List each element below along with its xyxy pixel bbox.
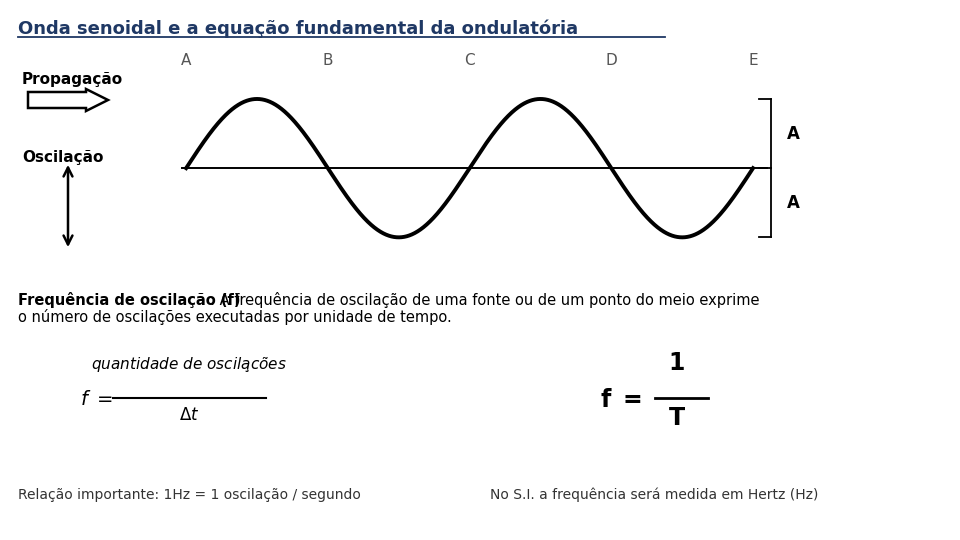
- Text: Oscilação: Oscilação: [22, 150, 104, 165]
- Text: D: D: [606, 53, 617, 68]
- Text: : A frequência de oscilação de uma fonte ou de um ponto do meio exprime: : A frequência de oscilação de uma fonte…: [210, 292, 759, 308]
- Text: Propagação: Propagação: [22, 72, 123, 87]
- Text: Onda senoidal e a equação fundamental da ondulatória: Onda senoidal e a equação fundamental da…: [18, 20, 578, 38]
- Text: o número de oscilações executadas por unidade de tempo.: o número de oscilações executadas por un…: [18, 309, 452, 325]
- Text: C: C: [465, 53, 475, 68]
- Text: A: A: [787, 125, 800, 143]
- Text: $\mathit{quantidade\ de\ oscila\mathit{\c{c}}\~{o}es}$: $\mathit{quantidade\ de\ oscila\mathit{\…: [91, 355, 287, 375]
- FancyArrow shape: [28, 89, 108, 111]
- Text: No S.I. a frequência será medida em Hertz (Hz): No S.I. a frequência será medida em Hert…: [490, 488, 818, 503]
- Text: A: A: [180, 53, 191, 68]
- Text: A: A: [787, 194, 800, 212]
- Text: B: B: [323, 53, 333, 68]
- Text: E: E: [748, 53, 757, 68]
- Text: $\mathbf{T}$: $\mathbf{T}$: [668, 407, 685, 430]
- Text: $\Delta t$: $\Delta t$: [179, 407, 200, 424]
- Text: Relação importante: 1Hz = 1 oscilação / segundo: Relação importante: 1Hz = 1 oscilação / …: [18, 488, 361, 502]
- Text: $\mathbf{1}$: $\mathbf{1}$: [668, 352, 685, 375]
- Text: $f\ =$: $f\ =$: [81, 390, 113, 409]
- Text: $\mathbf{f\ =}$: $\mathbf{f\ =}$: [600, 388, 642, 411]
- Text: Frequência de oscilação (f): Frequência de oscilação (f): [18, 292, 241, 308]
